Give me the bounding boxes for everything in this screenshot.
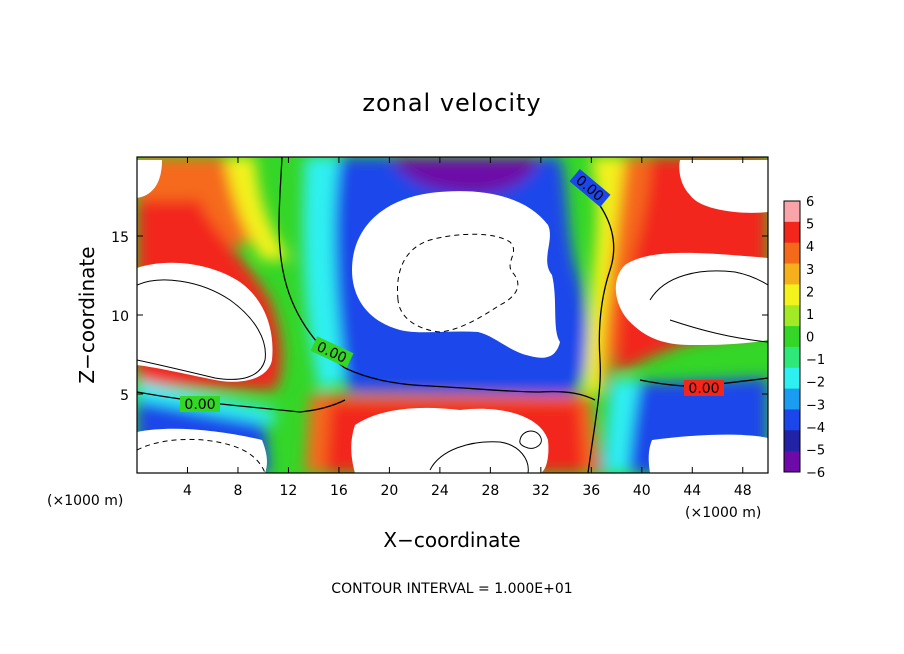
z-axis-unit: (×1000 m) (47, 493, 123, 509)
x-axis-ticks: 4 8 12 16 20 24 28 32 36 40 44 48 (183, 157, 752, 499)
colorbar: 6 5 4 3 2 1 0 −1 −2 −3 −4 −5 −6 (783, 195, 825, 481)
x-tick-label: 4 (183, 483, 192, 499)
plot-area: 0.00 0.00 0.00 0.00 4 8 12 16 20 24 28 32 36 40 44… (111, 156, 769, 499)
y-tick-label: 15 (111, 230, 129, 246)
colorbar-label: −2 (806, 376, 825, 391)
colorbar-label: 1 (806, 308, 814, 323)
x-tick-label: 40 (633, 483, 651, 499)
colorbar-label: 4 (806, 240, 814, 255)
x-tick-label: 12 (280, 483, 298, 499)
colorbar-swatch (784, 430, 800, 452)
colorbar-swatch (784, 263, 800, 285)
contour-lines (137, 157, 768, 473)
colorbar-swatch (784, 388, 800, 410)
contour-label: 0.00 (184, 397, 215, 413)
colorbar-label: 0 (806, 331, 814, 346)
contour-level-left (137, 279, 266, 380)
colorbar-swatch (784, 326, 800, 348)
saturated-region-upper-center (352, 191, 560, 358)
band-cyan-left (303, 157, 345, 390)
colorbar-label: −1 (806, 353, 825, 368)
contour-label-bg (684, 380, 724, 396)
velocity-field: 0.00 0.00 0.00 0.00 (137, 157, 768, 473)
colorbar-label: 6 (806, 195, 814, 210)
colorbar-swatch (784, 284, 800, 306)
x-tick-label: 16 (330, 483, 348, 499)
y-axis-label: Z−coordinate (75, 246, 99, 383)
band-orange-right (600, 157, 680, 395)
saturated-region-topright (679, 160, 768, 213)
saturated-region-left (137, 262, 273, 382)
contour-level-bottom (429, 441, 529, 473)
contour-labels: 0.00 0.00 0.00 0.00 (180, 169, 724, 413)
saturated-region-right (615, 252, 768, 345)
colorbar-label: −6 (806, 466, 825, 481)
x-tick-label: 36 (582, 483, 600, 499)
contour-interval-note: CONTOUR INTERVAL = 1.000E+01 (331, 581, 572, 597)
x-tick-label: 20 (380, 483, 398, 499)
saturated-region-topleft (137, 160, 162, 198)
colorbar-label: −5 (806, 443, 825, 458)
colorbar-swatch (784, 221, 800, 244)
band-cyan-lowerright (605, 380, 640, 473)
contour-label-bg (569, 169, 611, 207)
y-axis-ticks: 5 10 15 (111, 230, 768, 404)
contour-level-right (649, 270, 768, 301)
band-yellow-topleft (225, 157, 290, 260)
x-tick-label: 44 (683, 483, 701, 499)
x-tick-label: 28 (481, 483, 499, 499)
colorbar-swatch (784, 346, 800, 369)
x-tick-label: 48 (734, 483, 752, 499)
saturated-region-bottomright (648, 434, 768, 473)
x-axis-label: X−coordinate (383, 528, 520, 552)
colorbar-swatch (784, 305, 800, 327)
band-purple-top (390, 157, 540, 195)
colorbar-swatch (784, 367, 800, 390)
contour-dashed-center (396, 233, 519, 333)
chart-title: zonal velocity (362, 89, 541, 117)
x-tick-label: 32 (532, 483, 550, 499)
saturated-region-bottomleft (137, 428, 267, 473)
contour-zero-center (344, 367, 596, 401)
contour-zero-mid (577, 179, 615, 473)
x-axis-unit: (×1000 m) (685, 505, 761, 521)
contour-label: 0.00 (688, 381, 719, 397)
saturated-region-bottom-center (351, 407, 549, 473)
y-tick-label: 5 (120, 388, 129, 404)
colorbar-label: 3 (806, 263, 814, 278)
contour-label-bg (310, 336, 354, 368)
x-tick-label: 8 (233, 483, 242, 499)
contour-label-bg (180, 396, 220, 412)
contour-level-small-ring (519, 430, 542, 449)
colorbar-label: 5 (806, 218, 814, 233)
colorbar-label: 2 (806, 285, 814, 300)
y-tick-label: 10 (111, 309, 129, 325)
colorbar-swatch (784, 242, 800, 265)
colorbar-swatch (784, 409, 800, 431)
x-tick-label: 24 (431, 483, 449, 499)
colorbar-frame (783, 200, 801, 473)
contour-zero-bottomleft (137, 391, 346, 413)
contour-dashed-bottomleft (137, 438, 266, 473)
colorbar-label: −3 (806, 398, 825, 413)
colorbar-swatch (784, 451, 800, 473)
colorbar-swatch (784, 201, 800, 223)
contour-level-right-low (669, 319, 768, 343)
colorbar-label: −4 (806, 421, 825, 436)
